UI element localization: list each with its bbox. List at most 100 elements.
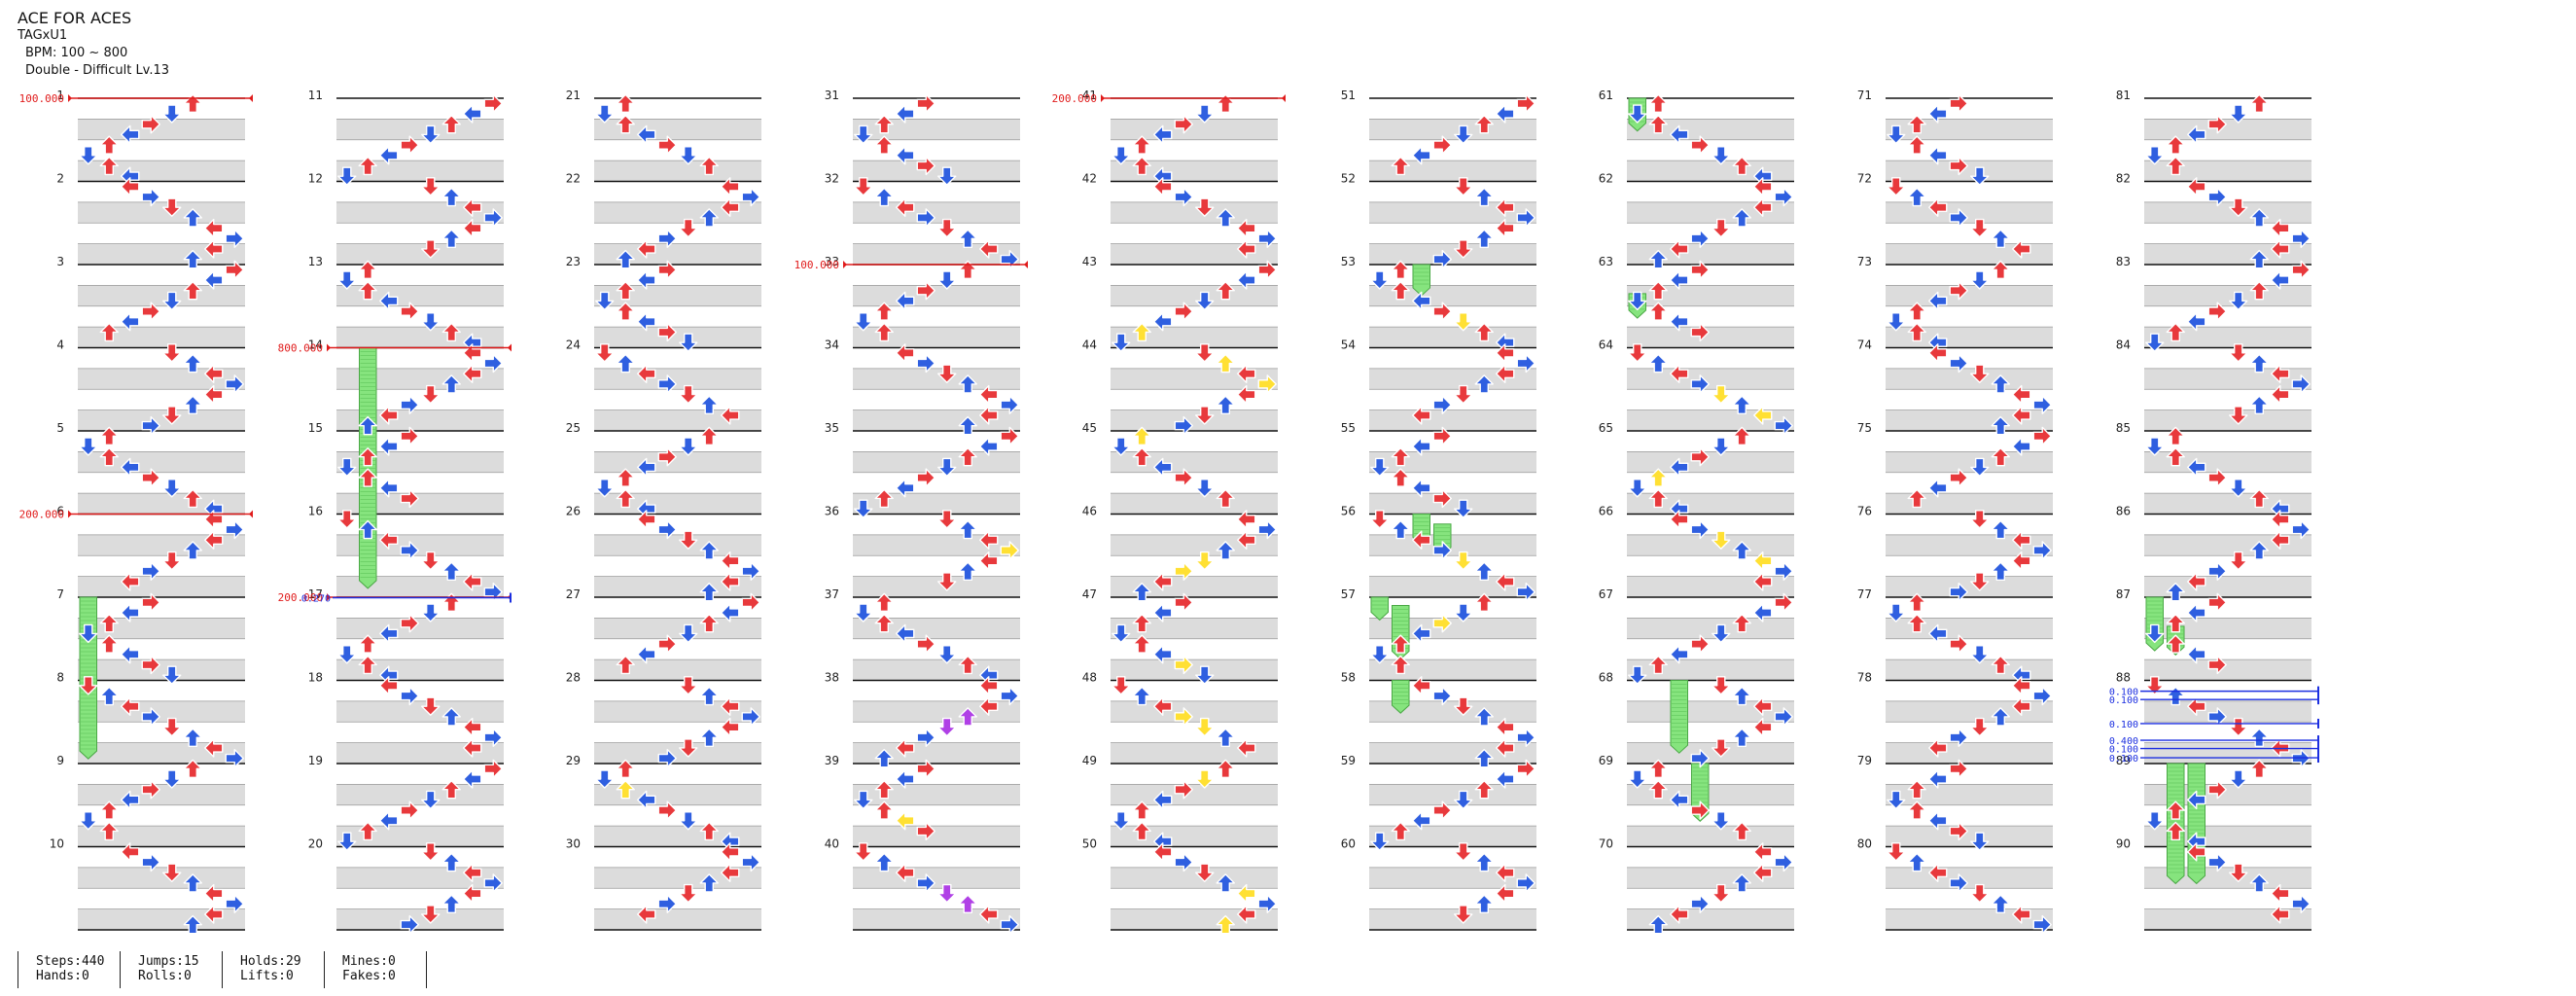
- arrow-shape: [1690, 322, 1710, 342]
- step-arrow: [896, 197, 915, 217]
- arrow-shape: [741, 852, 760, 872]
- arrow-shape: [379, 676, 399, 695]
- step-arrow: [657, 519, 677, 540]
- beat-band: [1369, 700, 1536, 723]
- step-arrow: [2249, 395, 2269, 414]
- beat-band: [78, 409, 245, 431]
- step-arrow: [896, 291, 915, 311]
- arrow-shape: [958, 260, 977, 280]
- step-arrow: [2032, 914, 2052, 935]
- measure-number: 75: [1857, 421, 1872, 435]
- step-arrow: [595, 769, 615, 789]
- step-arrow: [616, 655, 635, 675]
- beat-band: [1627, 201, 1794, 224]
- arrow-shape: [79, 623, 98, 644]
- step-arrow: [1412, 406, 1431, 425]
- measure-72: 72: [1857, 172, 2053, 265]
- arrow-shape: [958, 415, 977, 436]
- arrow-shape: [2187, 696, 2206, 716]
- arrow-shape: [616, 353, 635, 374]
- measure-17: 17: [308, 587, 504, 681]
- arrow-shape: [162, 717, 182, 737]
- step-arrow: [2166, 634, 2185, 654]
- step-arrow: [1516, 582, 1535, 602]
- arrow-shape: [1670, 270, 1689, 290]
- step-arrow: [1174, 780, 1193, 800]
- arrow-shape: [183, 541, 202, 560]
- step-arrow: [937, 572, 957, 591]
- step-arrow: [1474, 374, 1494, 394]
- arrow-shape: [463, 738, 482, 758]
- step-arrow: [225, 894, 244, 913]
- arrow-shape: [1132, 156, 1151, 176]
- beat-band: [1369, 119, 1536, 140]
- step-arrow: [204, 510, 224, 529]
- beat-band: [853, 867, 1020, 889]
- step-arrow: [1711, 437, 1731, 456]
- step-arrow: [1690, 135, 1710, 155]
- arrow-shape: [1153, 312, 1173, 332]
- step-arrow: [141, 415, 160, 436]
- arrow-shape: [2187, 312, 2206, 332]
- arrow-shape: [463, 343, 482, 363]
- arrow-shape: [1949, 728, 1968, 747]
- arrow-shape: [162, 479, 182, 498]
- arrow-shape: [1391, 821, 1410, 841]
- step-arrow: [463, 883, 482, 904]
- arrow-shape: [937, 364, 957, 383]
- step-arrow: [1907, 302, 1926, 321]
- arrow-shape: [1496, 104, 1515, 124]
- beat-band: [78, 327, 245, 348]
- measure-number: 86: [2116, 505, 2131, 518]
- arrow-shape: [1370, 510, 1390, 529]
- step-arrow: [2249, 873, 2269, 893]
- step-arrow: [1132, 582, 1151, 602]
- arrow-shape: [699, 614, 719, 633]
- step-arrow: [1648, 780, 1668, 800]
- stop-marker: 0.100: [2109, 743, 2319, 756]
- arrow-shape: [1216, 395, 1235, 414]
- arrow-shape: [2249, 395, 2269, 414]
- arrow-shape: [121, 790, 140, 810]
- beat-band: [1369, 493, 1536, 515]
- arrow-shape: [400, 541, 419, 560]
- arrow-shape: [1153, 177, 1173, 196]
- arrow-shape: [1132, 686, 1151, 706]
- song-title: ACE FOR ACES: [18, 9, 132, 27]
- measure-66: 66: [1599, 505, 1794, 597]
- measure-number: 57: [1341, 587, 1356, 601]
- stop-end-tick: [2317, 735, 2319, 746]
- measure-42: 42: [1082, 172, 1278, 265]
- step-arrow: [937, 457, 957, 478]
- beat-band: [1369, 908, 1536, 930]
- arrow-shape: [637, 124, 656, 145]
- arrow-shape: [99, 322, 119, 342]
- arrow-shape: [1370, 645, 1390, 664]
- step-arrow: [874, 780, 894, 800]
- arrow-shape: [1153, 645, 1173, 664]
- step-arrow: [2032, 395, 2052, 414]
- step-arrow: [463, 364, 482, 383]
- step-arrow: [1496, 197, 1515, 217]
- measure-60: 60: [1341, 837, 1536, 930]
- arrow-shape: [379, 623, 399, 644]
- arrow-shape: [2012, 406, 2031, 425]
- step-arrow: [204, 270, 224, 290]
- beat-band: [1111, 826, 1278, 847]
- measure-53: 53: [1341, 255, 1536, 348]
- arrow-shape: [1949, 93, 1968, 114]
- step-arrow: [1648, 249, 1668, 269]
- arrow-shape: [225, 260, 244, 280]
- step-arrow: [1195, 551, 1215, 571]
- arrow-shape: [1391, 447, 1410, 467]
- arrow-shape: [1991, 447, 2010, 467]
- beat-band: [1627, 409, 1794, 431]
- step-arrow: [616, 353, 635, 374]
- measure-number: 51: [1341, 89, 1356, 102]
- step-arrow: [1516, 353, 1535, 374]
- beat-band: [853, 243, 1020, 265]
- arrow-shape: [121, 457, 140, 478]
- measure-number: 28: [566, 671, 581, 685]
- arrow-shape: [2249, 208, 2269, 228]
- step-arrow: [1153, 696, 1173, 716]
